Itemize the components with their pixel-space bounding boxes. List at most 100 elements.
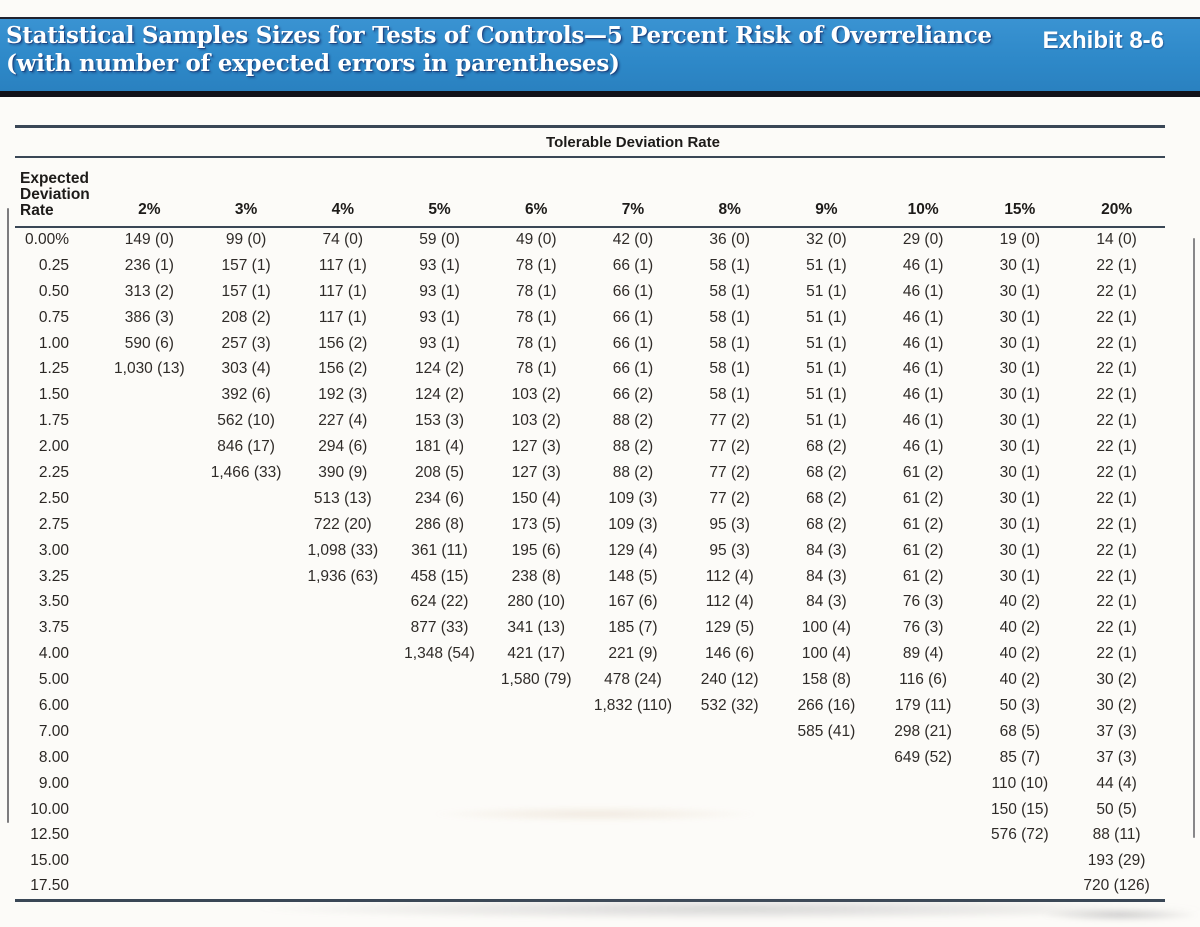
table-row: 0.25 236 (1) 157 (1) 117 (1) 93 (1) 78 (1) 66 … — [15, 253, 1165, 279]
sample-size-cell: 458 (15) — [410, 567, 469, 585]
column-header-2pct: 2% — [101, 157, 198, 228]
sample-size-cell: 236 (1) — [124, 256, 174, 274]
sample-size-cell: 173 (5) — [511, 515, 561, 533]
table-row: 2.25 1,466 (33) 390 (9) 208 (5) 127 (3) 88 (2… — [15, 460, 1165, 486]
sample-size-cell: 78 (1) — [515, 256, 557, 274]
sample-size-cell: 30 (1) — [999, 567, 1041, 585]
sample-size-cell: 30 (1) — [999, 412, 1041, 430]
sample-size-cell: 585 (41) — [797, 722, 856, 740]
row-label: 15.00 — [30, 852, 69, 870]
table-row: 3.75 877 (33) 341 (13) 185 (7) 129 (5) 100 (4… — [15, 615, 1165, 641]
sample-size-cell: 110 (10) — [991, 774, 1049, 792]
sample-size-cell — [391, 667, 488, 693]
sample-size-cell — [391, 719, 488, 745]
sample-size-cell: 22 (1) — [1096, 438, 1137, 456]
table-row: 3.00 1,098 (33) 361 (11) 195 (6) 129 (4) 95 (… — [15, 538, 1165, 564]
sample-size-cell: 720 (126) — [1068, 874, 1165, 902]
table-row: 7.00 585 (41) 298 (21) 68 (5) 37 (3) — [15, 719, 1165, 745]
sample-size-cell — [294, 719, 391, 745]
sample-size-cell: 124 (2) — [414, 386, 465, 404]
sample-size-cell: 46 (1) — [902, 256, 944, 274]
sample-size-cell: 390 (9) — [318, 463, 368, 481]
sample-size-cell — [681, 874, 779, 902]
sample-size-cell: 61 (2) — [902, 567, 944, 585]
sample-size-cell: 157 (1) — [221, 282, 271, 300]
row-label: 8.00 — [38, 748, 69, 766]
sample-size-cell: 85 (7) — [999, 748, 1041, 766]
exhibit-banner: Statistical Samples Sizes for Tests of C… — [0, 17, 1200, 97]
sample-size-cell — [198, 822, 295, 848]
sample-size-cell: 181 (4) — [414, 438, 465, 456]
sample-size-cell — [197, 874, 295, 902]
sample-size-cell: 88 (2) — [612, 463, 654, 481]
sample-size-cell — [971, 874, 1069, 902]
table-row: 1.25 1,030 (13) 303 (4) 156 (2) 124 (2) 78 (1… — [15, 356, 1165, 382]
sample-size-cell: 208 (2) — [221, 308, 271, 326]
column-header-row: Expected Deviation Rate 2% 3% 4% 5% 6% 7% 8% 9%… — [15, 157, 1165, 228]
sample-size-cell — [198, 486, 295, 512]
sample-size-cell — [198, 538, 295, 564]
table-row: 2.50 513 (13) 234 (6) 150 (4) 109 (3) 77 (2) 6… — [15, 486, 1165, 512]
sample-size-cell: 46 (1) — [902, 308, 944, 326]
row-label: 1.75 — [38, 412, 69, 430]
sample-size-cell: 58 (1) — [709, 282, 750, 300]
sample-size-cell: 193 (29) — [1087, 852, 1146, 870]
sample-size-cell: 95 (3) — [709, 541, 750, 559]
sample-size-cell: 32 (0) — [806, 231, 847, 249]
sample-size-cell: 68 (2) — [806, 438, 847, 456]
sample-size-cell — [198, 797, 295, 823]
sample-size-cell — [101, 486, 198, 512]
sample-size-cell — [391, 822, 488, 848]
sample-size-cell: 30 (1) — [999, 334, 1041, 352]
sample-size-cell — [198, 719, 295, 745]
sample-size-cell: 22 (1) — [1096, 489, 1137, 507]
table-row: 1.00 590 (6) 257 (3) 156 (2) 93 (1) 78 (1) 66 … — [15, 331, 1165, 357]
row-label: 2.00 — [38, 438, 69, 456]
sample-size-cell: 78 (1) — [515, 282, 557, 300]
banner-title-line1: Statistical Samples Sizes for Tests of C… — [6, 22, 992, 49]
sample-size-cell: 61 (2) — [902, 515, 944, 533]
sample-size-cell: 30 (1) — [999, 438, 1041, 456]
sample-size-cell — [198, 745, 295, 771]
sample-size-cell: 46 (1) — [902, 334, 944, 352]
sample-size-cell — [101, 745, 198, 771]
sample-size-cell: 22 (1) — [1096, 282, 1137, 300]
row-label: 5.00 — [38, 671, 69, 689]
row-header-expected-deviation-rate: Expected Deviation Rate — [15, 157, 101, 228]
sample-size-cell — [391, 745, 488, 771]
row-label: 3.25 — [38, 567, 69, 585]
column-header-5pct: 5% — [391, 157, 488, 228]
row-label: 3.00 — [38, 541, 69, 559]
sample-size-cell: 30 (1) — [999, 463, 1041, 481]
sample-size-cell: 68 (2) — [806, 515, 847, 533]
sample-size-cell: 84 (3) — [806, 567, 847, 585]
sample-size-cell: 58 (1) — [709, 308, 750, 326]
sample-size-cell: 117 (1) — [318, 256, 367, 274]
table-row: 17.50 720 (126) — [15, 874, 1165, 902]
sample-size-cell: 22 (1) — [1096, 463, 1137, 481]
sample-size-cell: 286 (8) — [414, 515, 465, 533]
row-label: 2.50 — [38, 489, 69, 507]
sample-size-cell: 478 (24) — [604, 671, 662, 689]
sample-size-cell: 127 (3) — [511, 463, 561, 481]
sample-size-cell: 112 (4) — [705, 593, 754, 611]
sample-size-cell: 30 (1) — [999, 489, 1041, 507]
sample-size-cell: 280 (10) — [507, 593, 566, 611]
sample-size-cell — [875, 848, 972, 874]
row-label: 17.50 — [15, 874, 101, 902]
sample-size-cell: 78 (1) — [515, 334, 557, 352]
sample-size-cell: 84 (3) — [806, 541, 847, 559]
sample-size-cell: 95 (3) — [709, 515, 750, 533]
table-row: 10.00 150 (15) 50 (5) — [15, 797, 1165, 823]
sample-size-cell: 112 (4) — [705, 567, 754, 585]
row-label: 4.00 — [38, 645, 69, 663]
sample-size-cell: 78 (1) — [515, 308, 557, 326]
row-label: 9.00 — [38, 774, 69, 792]
sample-size-cell: 88 (11) — [1092, 826, 1141, 844]
sample-size-cell: 722 (20) — [313, 515, 372, 533]
sample-size-cell — [101, 382, 198, 408]
sample-size-cell: 99 (0) — [225, 231, 267, 249]
sample-size-cell: 22 (1) — [1096, 645, 1137, 663]
sample-size-cell — [391, 848, 488, 874]
sample-size-cell — [101, 641, 198, 667]
